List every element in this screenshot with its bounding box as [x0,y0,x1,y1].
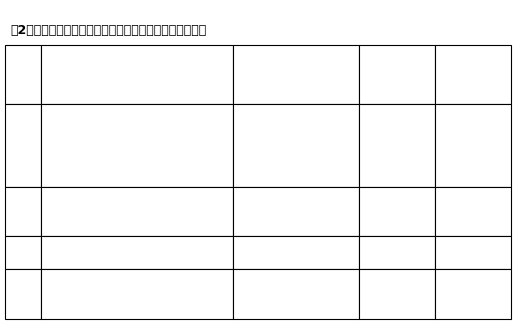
Text: 24%烟嘧磺隆、辛酰溴
苯腈和氯氟吡氧乙酸
可分散油悬浮剂: 24%烟嘧磺隆、辛酰溴 苯腈和氯氟吡氧乙酸 可分散油悬浮剂 [46,129,124,162]
Text: 除草剂: 除草剂 [127,70,147,80]
Text: 80%: 80% [461,248,485,258]
Text: 54 克/公顷: 54 克/公顷 [276,207,316,217]
Text: 95.8%: 95.8% [455,141,491,151]
Text: 3: 3 [20,248,26,258]
Text: 杂草总株防效
%: 杂草总株防效 % [453,64,493,86]
Text: 表2本发明的除草剂组合物对玉米田一年生杂草的防除效果: 表2本发明的除草剂组合物对玉米田一年生杂草的防除效果 [10,24,206,37]
Text: 2: 2 [19,207,26,217]
Text: 40 克/升烟嘧磺隆可分
散油悬浮剂: 40 克/升烟嘧磺隆可分 散油悬浮剂 [137,201,211,223]
Text: 375 克/公顷: 375 克/公顷 [272,248,320,258]
Text: 99%: 99% [384,141,410,151]
Text: 25%辛酰溴苯腈乳油: 25%辛酰溴苯腈乳油 [46,248,117,258]
Text: 150 克/公顷: 150 克/公顷 [272,289,320,299]
Text: 鲜重防效
%: 鲜重防效 % [384,64,410,86]
Text: 24%烟嘧磺隆、辛酰溴
苯腈和氯氟吡氧乙酸
可分散油悬浮剂: 24%烟嘧磺隆、辛酰溴 苯腈和氯氟吡氧乙酸 可分散油悬浮剂 [137,129,215,162]
Text: 90%: 90% [385,207,409,217]
Text: 360 克/公顷: 360 克/公顷 [272,141,320,151]
Text: 85%: 85% [385,289,409,299]
Text: 编
号: 编 号 [20,64,26,86]
Text: 200 克/升氯氟吡氧乙
酸乳油: 200 克/升氯氟吡氧乙 酸乳油 [137,283,212,305]
Text: 82%: 82% [384,248,410,258]
Text: 200 克/升氯氟吡氧乙
酸乳油: 200 克/升氯氟吡氧乙 酸乳油 [46,283,120,305]
Text: 79%: 79% [460,289,486,299]
Text: 有效成分用药量
g/ha: 有效成分用药量 g/ha [273,64,319,86]
Text: 1: 1 [20,141,26,151]
Text: 85%: 85% [461,207,485,217]
Text: 4: 4 [19,289,26,299]
Text: 25%辛酰溴苯腈乳油: 25%辛酰溴苯腈乳油 [137,248,208,258]
Text: 40 克/升烟嘧磺隆可分
散油悬浮剂: 40 克/升烟嘧磺隆可分 散油悬浮剂 [46,201,120,223]
